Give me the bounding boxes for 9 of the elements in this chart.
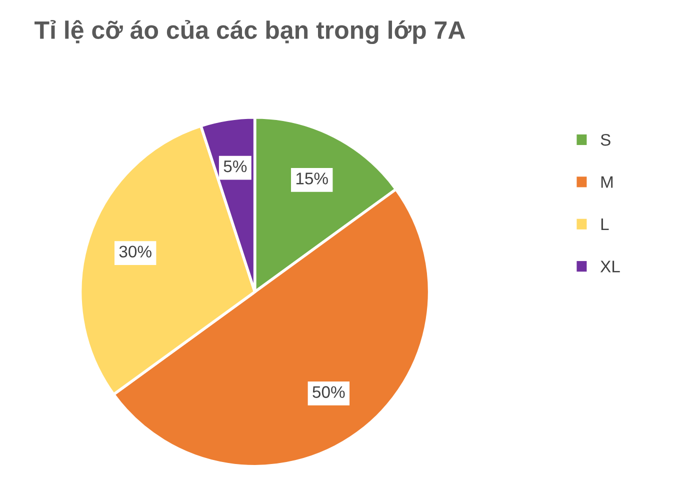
legend-label: L — [601, 218, 609, 230]
data-label: 15% — [296, 172, 328, 184]
data-label: 50% — [312, 386, 345, 398]
legend-label: S — [600, 134, 610, 146]
legend-label: M — [601, 176, 613, 188]
legend-label: XL — [600, 260, 620, 272]
data-label: 30% — [119, 246, 152, 258]
data-label: 5% — [224, 160, 247, 172]
chart-title: Tỉ lệ cỡ áo của các bạn trong lớp 7A — [34, 20, 466, 44]
